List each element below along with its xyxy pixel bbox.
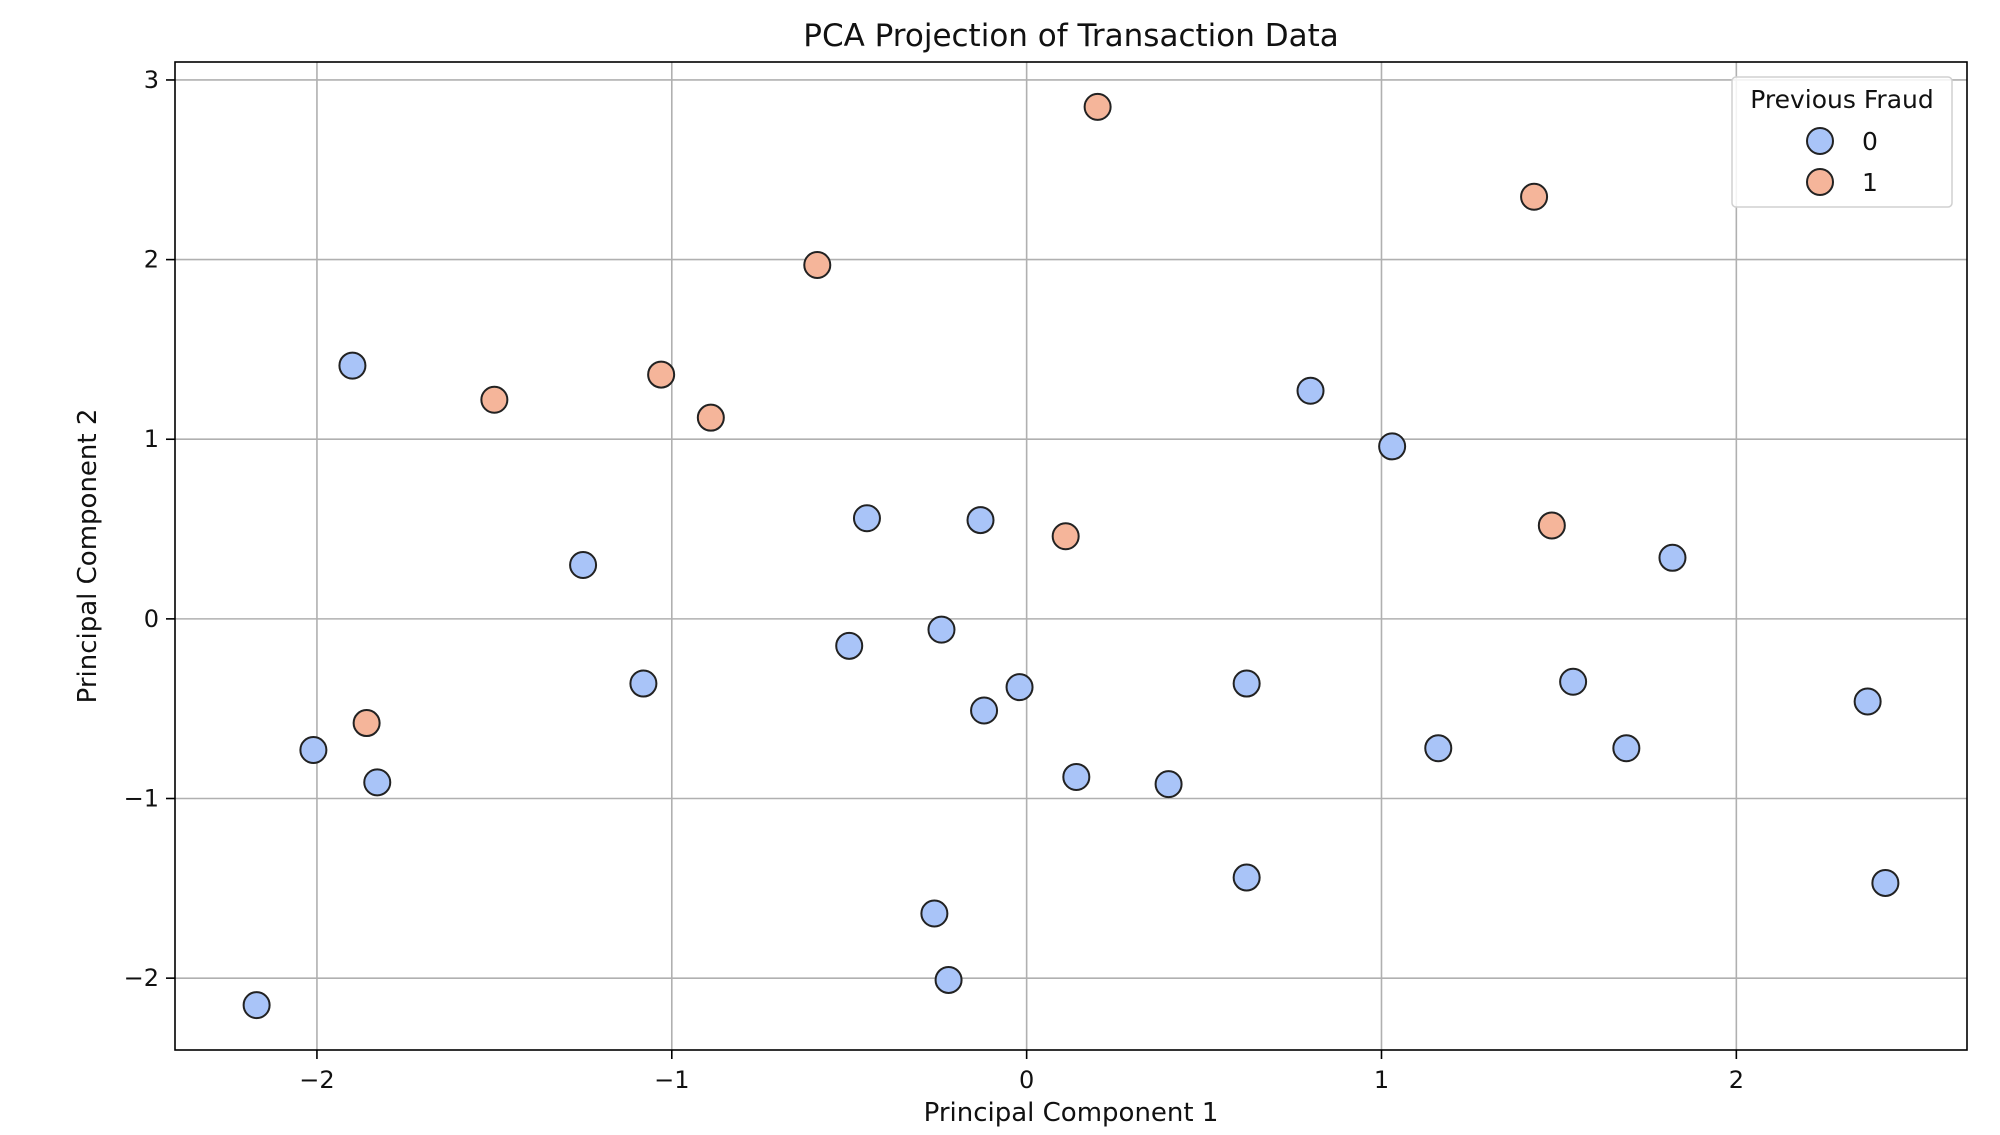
legend-label-1: 1 <box>1862 168 1878 197</box>
chart-title: PCA Projection of Transaction Data <box>803 18 1339 54</box>
scatter-point-class-0 <box>1378 432 1407 461</box>
scatter-point-class-0 <box>927 615 956 644</box>
y-tick-label: 2 <box>144 246 159 274</box>
scatter-point-class-0 <box>629 669 658 698</box>
scatter-point-class-0 <box>1559 667 1588 696</box>
scatter-point-class-1 <box>1051 522 1080 551</box>
scatter-point-class-0 <box>852 504 881 533</box>
scatter-point-class-0 <box>1612 734 1641 763</box>
scatter-point-class-0 <box>835 631 864 660</box>
scatter-point-class-0 <box>934 965 963 994</box>
scatter-point-class-0 <box>242 991 271 1020</box>
scatter-point-class-1 <box>1520 182 1549 211</box>
scatter-point-class-1 <box>803 250 832 279</box>
legend-marker-0 <box>1806 127 1834 155</box>
scatter-point-class-0 <box>966 506 995 535</box>
scatter-point-class-0 <box>1658 543 1687 572</box>
axis-ticks: −2 −1 0 1 2 −2 −1 0 1 2 3 <box>124 66 1744 1094</box>
scatter-point-class-0 <box>1232 669 1261 698</box>
scatter-point-class-0 <box>299 736 328 765</box>
y-tick-label: 1 <box>144 425 159 453</box>
legend-box <box>1731 76 1953 208</box>
plot-frame <box>174 61 1968 1051</box>
scatter-point-class-1 <box>1083 92 1112 121</box>
scatter-point-class-0 <box>1296 376 1325 405</box>
legend-items: 01 <box>1806 127 1878 197</box>
x-tick-label: −2 <box>299 1066 334 1094</box>
x-tick-label: 2 <box>1729 1066 1744 1094</box>
scatter-point-class-0 <box>363 768 392 797</box>
legend-marker-1 <box>1806 168 1834 196</box>
plot-area <box>175 62 1967 1050</box>
legend-label-0: 0 <box>1862 127 1878 156</box>
scatter-point-class-1 <box>647 360 676 389</box>
scatter-point-class-0 <box>1871 868 1900 897</box>
x-tick-label: 1 <box>1374 1066 1389 1094</box>
scatter-points <box>242 92 1900 1020</box>
scatter-point-class-0 <box>1232 863 1261 892</box>
scatter-point-class-0 <box>970 696 999 725</box>
legend: Previous Fraud 01 <box>1731 76 1953 208</box>
x-axis-title: Principal Component 1 <box>924 1098 1219 1128</box>
scatter-point-class-0 <box>1853 687 1882 716</box>
legend-title: Previous Fraud <box>1750 85 1933 114</box>
y-tick-label: 0 <box>144 605 159 633</box>
grid-lines <box>175 62 1967 1050</box>
x-tick-label: −1 <box>654 1066 689 1094</box>
scatter-point-class-0 <box>1424 734 1453 763</box>
y-tick-label: 3 <box>144 66 159 94</box>
scatter-point-class-0 <box>920 899 949 928</box>
y-tick-label: −2 <box>124 964 159 992</box>
scatter-point-class-1 <box>352 709 381 738</box>
scatter-point-class-0 <box>1062 762 1091 791</box>
scatter-point-class-0 <box>338 351 367 380</box>
x-tick-label: 0 <box>1019 1066 1034 1094</box>
scatter-point-class-1 <box>480 385 509 414</box>
scatter-point-class-1 <box>1537 511 1566 540</box>
scatter-point-class-0 <box>569 550 598 579</box>
y-tick-label: −1 <box>124 785 159 813</box>
y-axis-title: Principal Component 2 <box>73 409 103 704</box>
scatter-point-class-0 <box>1154 770 1183 799</box>
scatter-point-class-1 <box>696 403 725 432</box>
scatter-point-class-0 <box>1005 673 1034 702</box>
